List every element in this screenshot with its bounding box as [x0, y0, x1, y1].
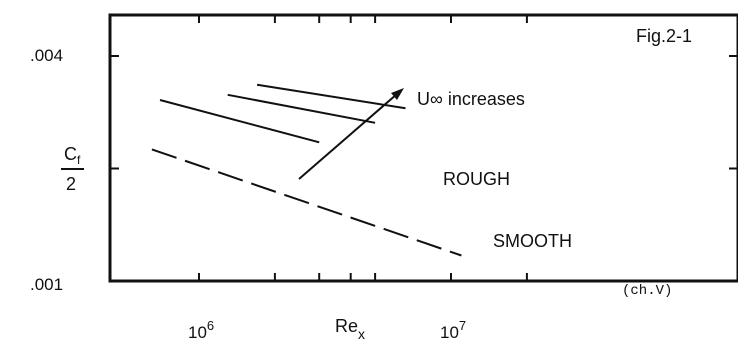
x-axis-label: Rex: [335, 316, 365, 342]
series-line-1: [227, 93, 376, 124]
increase-arrow-head: [391, 88, 404, 100]
y-axis-label-c: C: [64, 144, 77, 164]
increase-arrow-shaft: [298, 93, 398, 180]
x-tick-base-1e7: 10: [440, 323, 459, 342]
series-line-0: [159, 99, 320, 144]
rough-label: ROUGH: [443, 169, 510, 189]
y-axis-label-den: 2: [66, 174, 76, 194]
y-axis-label-sub: f: [77, 153, 81, 167]
x-tick-label-1e6: 106: [188, 318, 214, 342]
series-line-2: [256, 83, 406, 110]
y-tick-label-001: .001: [30, 275, 63, 294]
axis-ticks: [110, 15, 738, 282]
y-tick-label-004: .004: [30, 46, 63, 65]
x-tick-exp-1e6: 6: [207, 318, 214, 333]
x-tick-exp-1e7: 7: [459, 318, 466, 333]
figure-label: Fig.2-1: [636, 26, 692, 46]
x-axis-label-sub: x: [358, 326, 365, 342]
series-layer: [151, 83, 462, 257]
x-tick-label-1e7: 107: [440, 318, 466, 342]
x-axis-label-main: Re: [335, 316, 358, 336]
y-axis-label-num: Cf: [64, 144, 81, 167]
reference-label: (ch.V): [622, 283, 672, 299]
plot-frame: [108, 13, 738, 283]
increase-arrow: [298, 88, 404, 180]
smooth-label: SMOOTH: [493, 231, 572, 251]
y-axis-label: Cf 2: [61, 144, 84, 194]
uinf-annotation: U∞ increases: [417, 89, 525, 109]
x-tick-base-1e6: 10: [188, 323, 207, 342]
series-line-3: [151, 148, 462, 257]
